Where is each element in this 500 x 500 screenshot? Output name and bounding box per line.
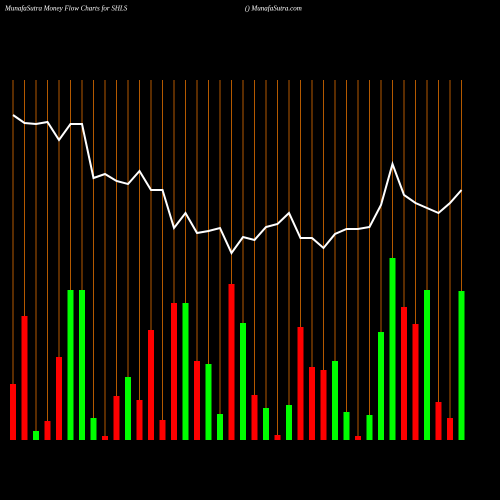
bar [113,396,120,440]
bar [159,420,166,440]
bar [228,284,235,440]
bar [401,307,407,440]
bar [90,418,97,440]
bar [21,316,28,440]
bar [274,435,281,440]
bar [33,431,39,440]
bar [309,367,315,440]
bar [366,415,373,440]
bar [435,402,442,440]
bar [263,408,269,440]
bar [148,330,154,440]
bar [458,291,465,440]
bar [343,412,350,440]
bar [240,323,246,440]
bar [320,370,327,440]
bar [102,436,108,440]
bar [10,384,16,440]
bar [217,414,223,440]
bar [194,361,200,440]
bar [297,327,304,440]
bar [378,332,384,440]
money-flow-line [12,114,463,255]
bar [205,364,212,440]
bar [44,421,51,440]
chart-subtitle: () MunafaSutra.com [245,5,302,13]
bar [355,436,361,440]
bar [251,395,258,440]
bar [332,361,338,440]
bar [286,405,292,440]
bar [79,290,85,440]
bar [171,303,177,440]
bar [56,357,62,440]
bar [136,400,143,440]
bar [389,258,396,440]
bar [412,324,419,440]
bar [125,377,131,440]
bar [424,290,430,440]
bar [182,303,189,440]
bar [447,418,453,440]
bar [67,290,74,440]
chart-title: MunafaSutra Money Flow Charts for SHLS [4,5,128,13]
